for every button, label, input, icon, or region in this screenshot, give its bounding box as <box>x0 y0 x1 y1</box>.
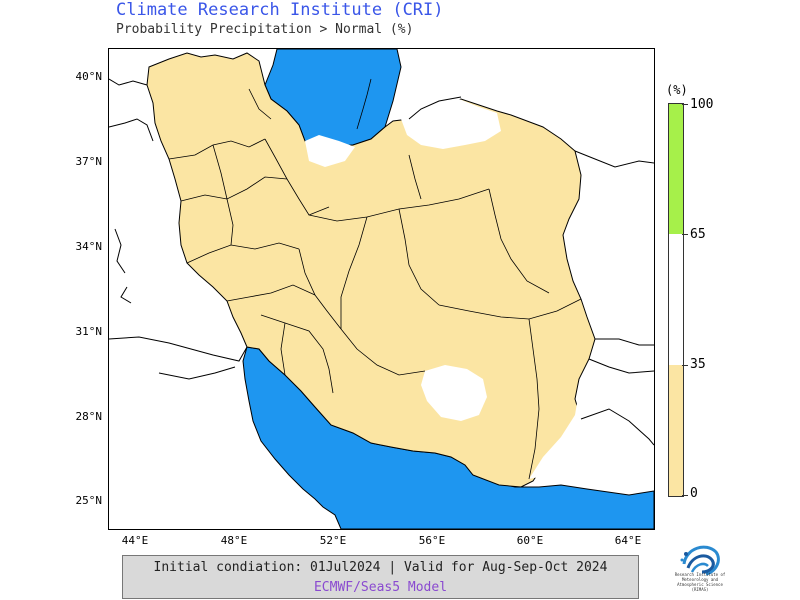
lon-label-64: 64°E <box>614 534 642 547</box>
logo-caption: Research Institute of Meteorology and At… <box>674 572 726 592</box>
lat-label-40: 40°N <box>75 70 103 83</box>
legend-label-35: 35 <box>690 357 706 372</box>
lat-label-31: 31°N <box>75 325 103 338</box>
legend-segment-normal <box>669 234 683 365</box>
lat-label-25: 25°N <box>75 494 103 507</box>
legend-tick-35 <box>682 365 688 366</box>
lat-label-28: 28°N <box>75 410 103 423</box>
legend-tick-100 <box>682 104 688 105</box>
province-boundaries <box>168 78 582 480</box>
lon-label-56: 56°E <box>418 534 446 547</box>
footer-info-box: Initial condiation: 01Jul2024 | Valid fo… <box>122 555 639 599</box>
map-title: Climate Research Institute (CRI) <box>116 0 444 20</box>
white-patch-south <box>421 365 487 421</box>
lon-label-52: 52°E <box>319 534 347 547</box>
precipitation-map <box>108 48 655 530</box>
white-patch-north <box>401 99 501 149</box>
legend-label-100: 100 <box>690 97 714 112</box>
legend-segment-high <box>669 104 683 234</box>
legend-label-65: 65 <box>690 227 706 242</box>
lat-label-37: 37°N <box>75 155 103 168</box>
institute-logo-icon <box>680 545 720 576</box>
forecast-validity-text: Initial condiation: 01Jul2024 | Valid fo… <box>153 560 608 575</box>
lat-label-34: 34°N <box>75 240 103 253</box>
legend-tick-65 <box>682 234 688 235</box>
map-canvas <box>109 49 654 529</box>
legend-colorbar <box>668 103 684 497</box>
country-borders <box>109 78 654 446</box>
legend-label-0: 0 <box>690 486 698 501</box>
white-patch-southeast <box>529 391 609 479</box>
lon-label-60: 60°E <box>516 534 544 547</box>
legend-unit: (%) <box>666 83 688 97</box>
model-name-text: ECMWF/Seas5 Model <box>313 580 448 595</box>
legend-tick-0 <box>682 495 688 496</box>
map-subtitle: Probability Precipitation > Normal (%) <box>116 22 414 37</box>
lon-label-48: 48°E <box>220 534 248 547</box>
legend-segment-low <box>669 365 683 496</box>
lon-label-44: 44°E <box>121 534 149 547</box>
white-patch-caspian-coast <box>305 135 355 167</box>
